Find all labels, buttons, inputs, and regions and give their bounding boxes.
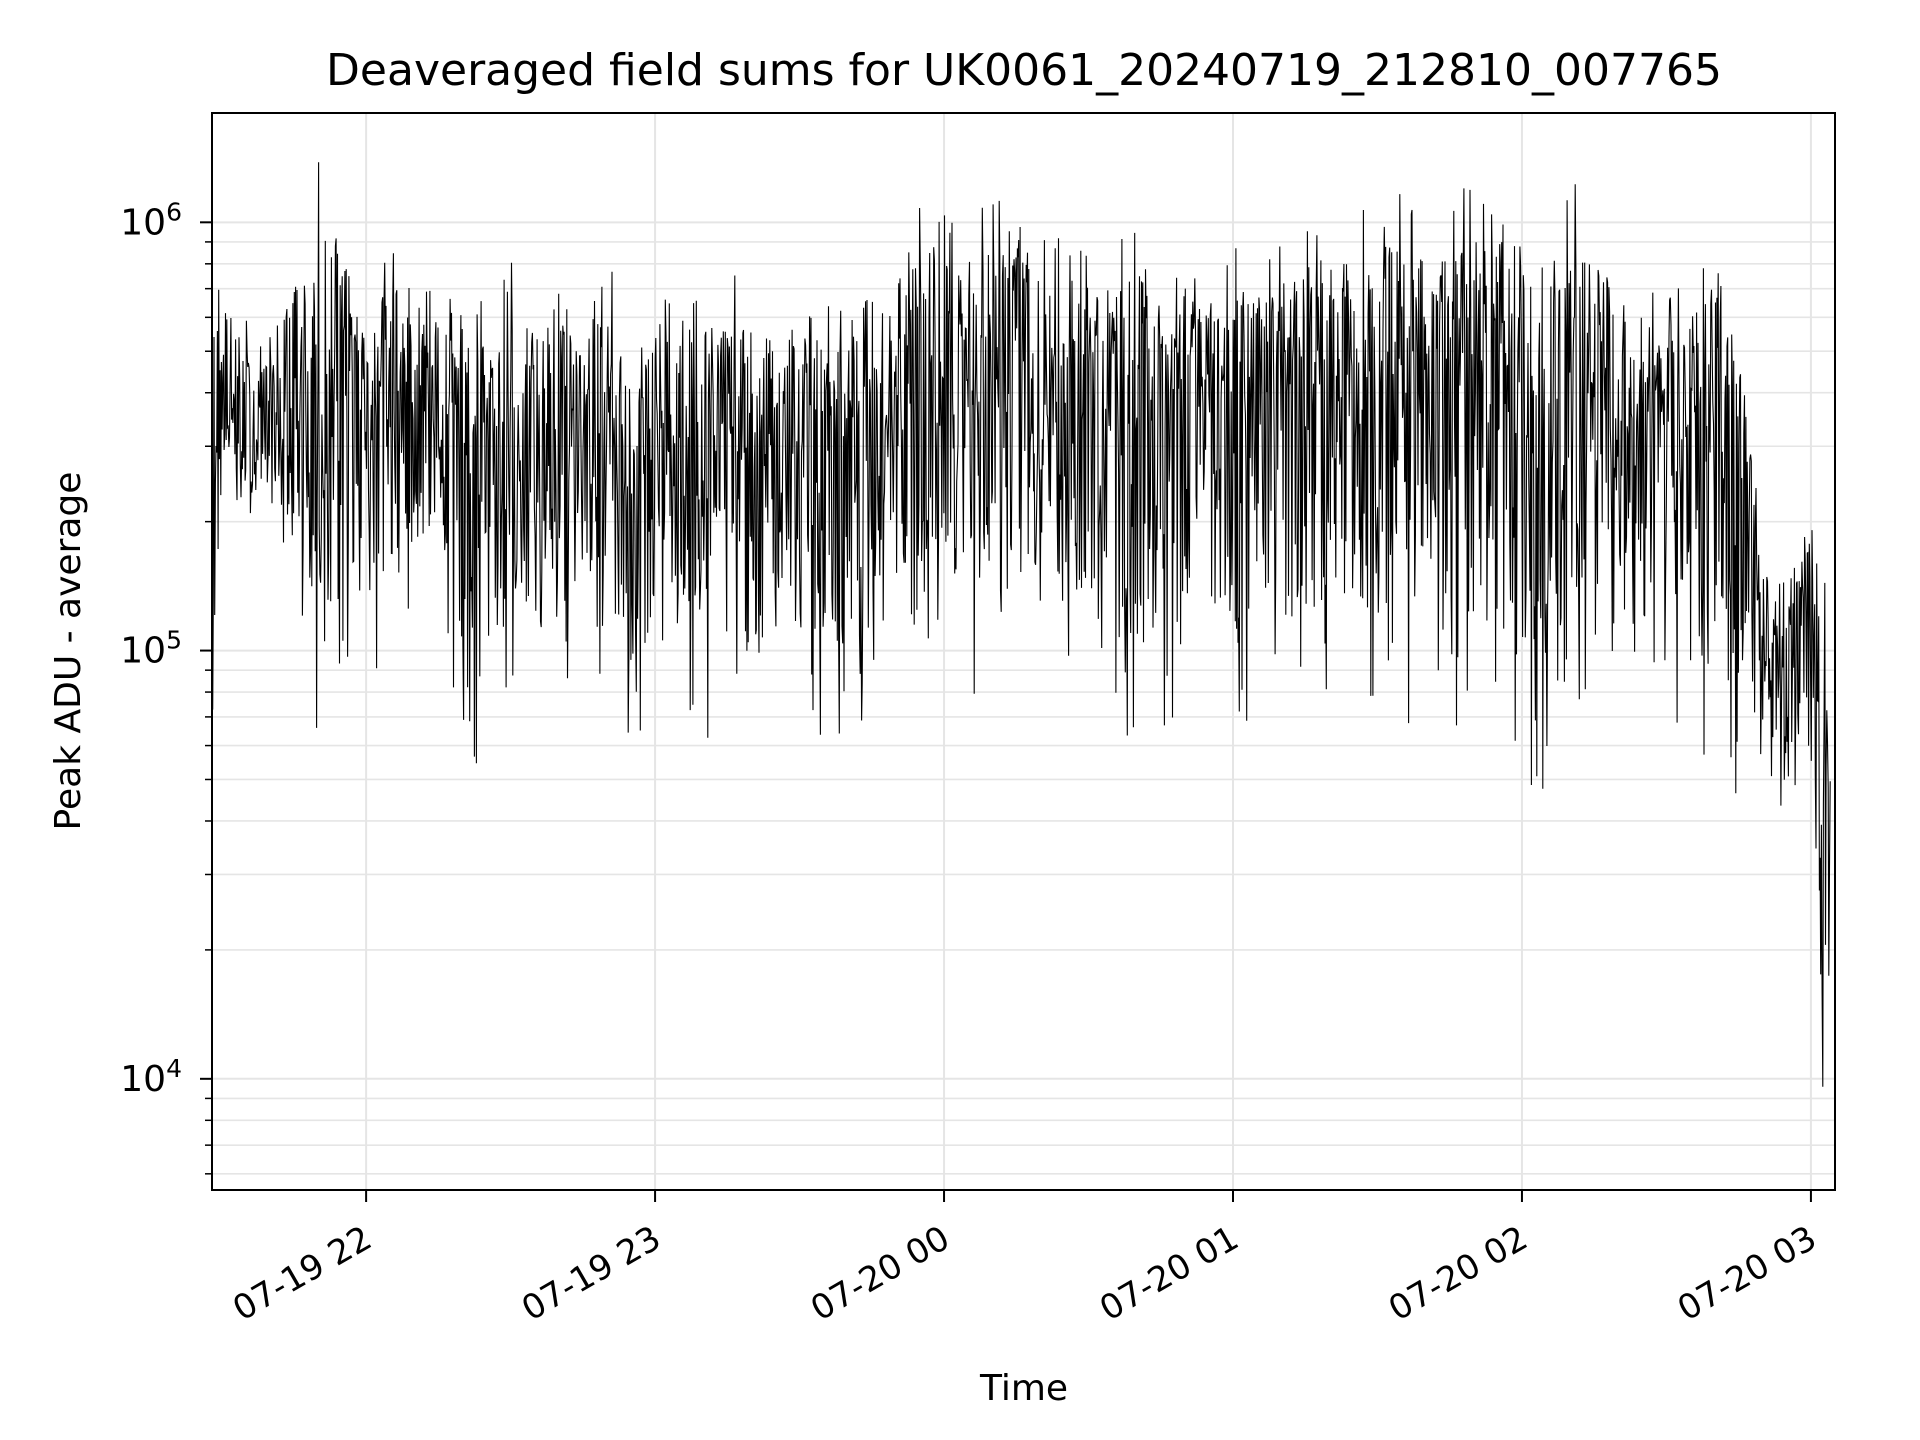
grid [212,113,1835,1190]
x-tick-label: 07-19 22 [226,1218,378,1329]
x-axis-label: Time [979,1368,1068,1409]
y-tick-label: 104 [120,1054,182,1100]
y-axis-label: Peak ADU - average [48,472,89,831]
x-tick-label: 07-20 03 [1671,1218,1823,1329]
y-tick-label: 105 [120,626,182,672]
x-tick-label: 07-20 01 [1093,1218,1245,1329]
x-tick-label: 07-19 23 [515,1218,667,1329]
chart-title: Deaveraged field sums for UK0061_2024071… [326,45,1722,96]
data-series [211,162,1831,1087]
series-line [211,162,1831,1087]
x-tick-label: 07-20 00 [804,1218,956,1329]
x-tick-label: 07-20 02 [1382,1218,1534,1329]
y-tick-label: 106 [120,197,182,243]
